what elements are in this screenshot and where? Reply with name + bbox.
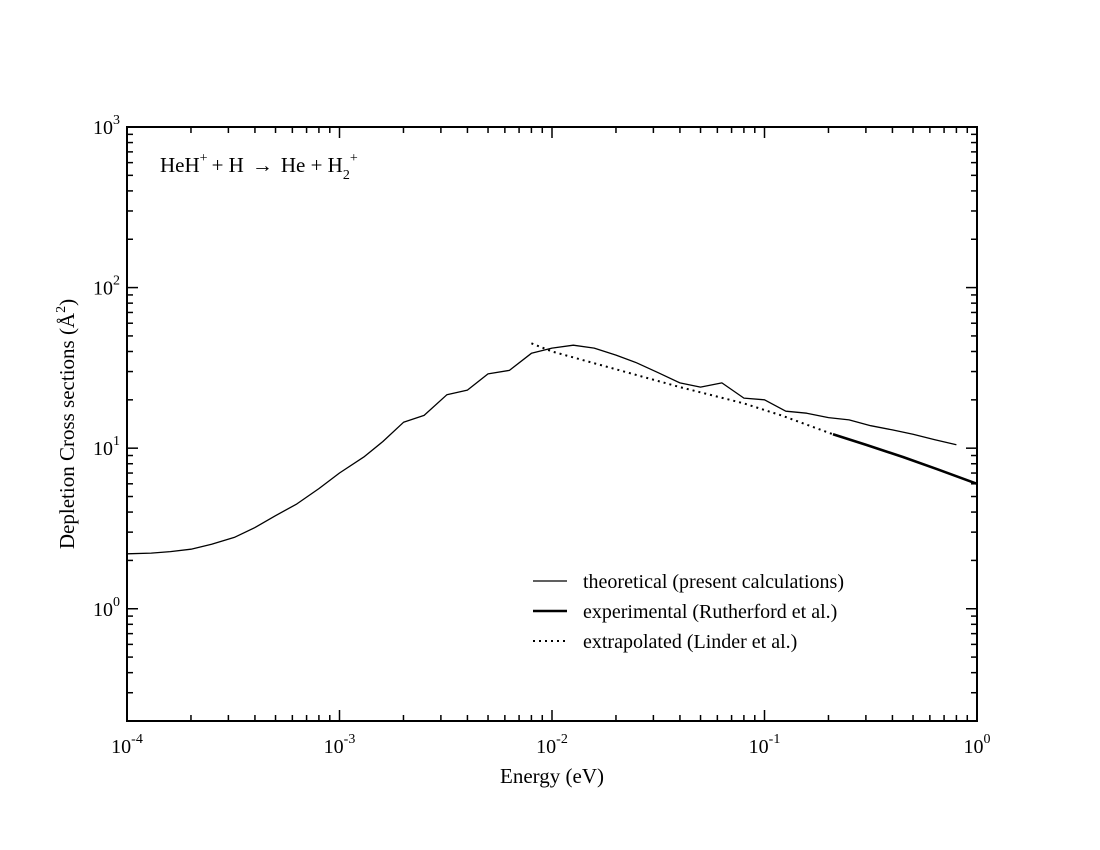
reactant-heh: HeH [160, 153, 200, 177]
y-tick-exp: 0 [113, 595, 120, 610]
y-tick-label: 101 [93, 434, 120, 460]
y-tick-base: 10 [93, 438, 113, 460]
y-tick-exp: 3 [113, 113, 120, 128]
reaction-arrow: → [252, 153, 273, 177]
y-tick-exp: 2 [113, 274, 120, 289]
x-tick-base: 10 [536, 736, 556, 758]
x-tick-base: 10 [111, 736, 131, 758]
minor-ticks [126, 127, 977, 722]
legend-label-theoretical: theoretical (present calculations) [583, 571, 844, 593]
x-tick-exp: -4 [131, 732, 143, 747]
x-tick-label: 10-4 [111, 732, 143, 758]
product-h2-charge: + [350, 151, 358, 166]
y-axis-title-text: Depletion Cross sections ( [55, 328, 79, 549]
y-tick-base: 10 [93, 117, 113, 139]
legend: theoretical (present calculations) exper… [533, 571, 844, 653]
x-tick-base: 10 [964, 736, 984, 758]
x-tick-labels: 10-4 10-3 10-2 10-1 100 [111, 732, 990, 758]
x-tick-label: 10-2 [536, 732, 568, 758]
y-tick-exp: 1 [113, 434, 120, 449]
legend-label-experimental: experimental (Rutherford et al.) [583, 601, 837, 623]
series-line-theoretical [126, 344, 957, 555]
series-line-experimental [832, 433, 978, 486]
x-axis-title: Energy (eV) [500, 764, 604, 788]
x-tick-base: 10 [749, 736, 769, 758]
x-tick-label: 100 [964, 732, 991, 758]
series-line-extrapolated [531, 342, 834, 436]
series-layer [126, 342, 978, 555]
y-axis-title-close: ) [55, 299, 79, 306]
y-tick-label: 100 [93, 595, 120, 621]
x-tick-label: 10-1 [749, 732, 781, 758]
reaction-annotation: HeH+ + H → He + H2+ [160, 151, 358, 183]
y-tick-label: 103 [93, 113, 120, 139]
plot-frame [126, 126, 978, 722]
y-tick-base: 10 [93, 599, 113, 621]
x-tick-exp: -1 [769, 732, 781, 747]
y-axis-title-unit-exp: 2 [54, 306, 69, 313]
x-tick-exp: -3 [344, 732, 356, 747]
product-h2-subscript: 2 [343, 168, 350, 183]
x-tick-exp: 0 [984, 732, 991, 747]
product-he-h: He + H [281, 153, 343, 177]
reaction-text: HeH+ + H → He + H2+ [160, 151, 358, 183]
x-tick-exp: -2 [556, 732, 568, 747]
reactant-h: + H [212, 153, 244, 177]
plot-area [126, 126, 978, 722]
y-axis-title-unit: Å [55, 312, 79, 328]
y-tick-base: 10 [93, 278, 113, 300]
y-axis-title: Depletion Cross sections (Å2) [54, 299, 79, 549]
reactant-heh-charge: + [200, 151, 208, 166]
x-tick-base: 10 [324, 736, 344, 758]
y-tick-label: 102 [93, 274, 120, 300]
x-tick-label: 10-3 [324, 732, 356, 758]
legend-label-extrapolated: extrapolated (Linder et al.) [583, 631, 797, 653]
